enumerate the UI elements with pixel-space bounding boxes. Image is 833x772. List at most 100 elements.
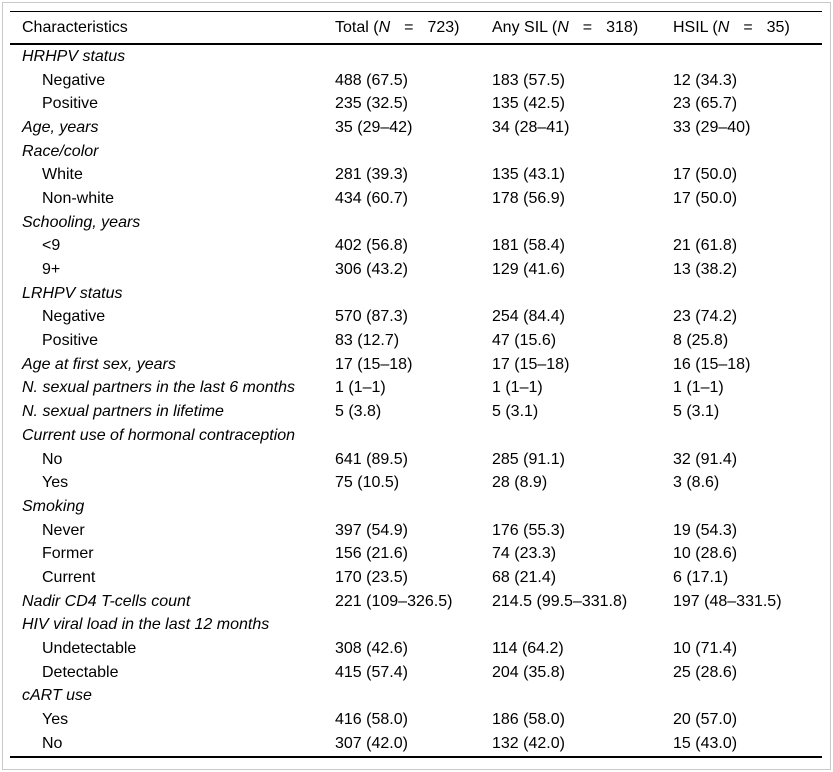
row-label: Negative [42,71,106,89]
cell-hsil: 16 (15–18) [673,355,751,373]
table-row: Age, years 35 (29–42) 34 (28–41) 33 (29–40) [10,116,822,140]
table-row: Smoking [10,495,822,519]
cell-hsil: 19 (54.3) [673,521,738,539]
row-label: Age at first sex, years [22,355,176,373]
cell-any-sil: 214.5 (99.5–331.8) [492,592,628,610]
cell-hsil: 10 (28.6) [673,545,738,563]
cell-any-sil: 129 (41.6) [492,261,565,279]
cell-any-sil [492,140,673,164]
row-label: Non-white [42,189,115,207]
cell-total [335,424,492,448]
cell-total: 221 (109–326.5) [335,592,453,610]
table-body: HRHPV status Negative 488 (67.5) 183 (57.5)… [10,44,822,757]
cell-hsil: 33 (29–40) [673,118,751,136]
row-label: Yes [42,474,69,492]
cell-hsil: 3 (8.6) [673,474,720,492]
cell-hsil: 32 (91.4) [673,450,738,468]
row-label: Nadir CD4 T-cells count [22,592,191,610]
cell-any-sil: 181 (58.4) [492,237,565,255]
cell-total [335,495,492,519]
cell-any-sil: 68 (21.4) [492,568,557,586]
row-label: Race/color [22,142,99,160]
row-label: <9 [42,237,61,255]
cell-total: 488 (67.5) [335,71,408,89]
header-hsil-equals: = [743,18,753,36]
table-row: <9 402 (56.8) 181 (58.4) 21 (61.8) [10,235,822,259]
characteristics-table: Characteristics Total (N = 723) Any SIL (N… [10,11,822,758]
cell-hsil: 197 (48–331.5) [673,592,782,610]
cell-hsil [673,685,822,709]
cell-any-sil [492,685,673,709]
cell-hsil [673,140,822,164]
cell-total [335,282,492,306]
row-label: Current use of hormonal contraception [22,426,296,444]
cell-hsil: 17 (50.0) [673,166,738,184]
cell-any-sil: 135 (43.1) [492,166,565,184]
cell-total: 235 (32.5) [335,95,408,113]
table-row: HIV viral load in the last 12 months [10,614,822,638]
cell-hsil: 12 (34.3) [673,71,738,89]
cell-hsil: 23 (65.7) [673,95,738,113]
cell-total: 83 (12.7) [335,332,400,350]
row-label: LRHPV status [22,284,123,302]
header-hsil-n: N [717,18,730,36]
header-total-n: N [378,18,391,36]
cell-hsil [673,44,822,69]
cell-total: 35 (29–42) [335,118,413,136]
column-header-total: Total (N = 723) [335,12,492,45]
cell-total: 397 (54.9) [335,521,408,539]
header-any-sil-equals: = [582,18,593,36]
row-label: cART use [22,687,92,705]
cell-total: 170 (23.5) [335,568,408,586]
cell-any-sil: 17 (15–18) [492,355,570,373]
header-any-sil-count: 318) [606,18,639,36]
column-header-any-sil: Any SIL (N = 318) [492,12,673,45]
table-row: Non-white 434 (60.7) 178 (56.9) 17 (50.0) [10,187,822,211]
cell-hsil: 13 (38.2) [673,261,738,279]
table-row: Current 170 (23.5) 68 (21.4) 6 (17.1) [10,566,822,590]
table-row: Race/color [10,140,822,164]
header-total-count: 723) [427,18,460,36]
header-any-sil-pre: Any SIL ( [492,18,558,36]
cell-total [335,614,492,638]
cell-any-sil: 74 (23.3) [492,545,557,563]
cell-hsil: 10 (71.4) [673,640,738,658]
table-row: No 641 (89.5) 285 (91.1) 32 (91.4) [10,448,822,472]
header-row: Characteristics Total (N = 723) Any SIL (N… [10,12,822,45]
row-label: N. sexual partners in the last 6 months [22,379,296,397]
table-row: Age at first sex, years 17 (15–18) 17 (15–… [10,353,822,377]
header-hsil-pre: HSIL ( [673,18,718,36]
cell-hsil: 25 (28.6) [673,663,738,681]
cell-any-sil: 28 (8.9) [492,474,548,492]
row-label: White [42,166,83,184]
cell-any-sil: 254 (84.4) [492,308,565,326]
cell-hsil: 17 (50.0) [673,189,738,207]
cell-hsil: 21 (61.8) [673,237,738,255]
cell-total [335,211,492,235]
cell-total: 281 (39.3) [335,166,408,184]
table-row: Negative 488 (67.5) 183 (57.5) 12 (34.3) [10,69,822,93]
row-label: Current [42,568,96,586]
table-header: Characteristics Total (N = 723) Any SIL (N… [10,11,822,45]
cell-total [335,44,492,69]
cell-total [335,685,492,709]
cell-hsil: 23 (74.2) [673,308,738,326]
row-label: Yes [42,711,69,729]
cell-total: 75 (10.5) [335,474,400,492]
cell-any-sil: 178 (56.9) [492,189,565,207]
row-label: Undetectable [42,640,137,658]
row-label: Former [42,545,94,563]
row-label: No [42,734,63,752]
table-row: Nadir CD4 T-cells count 221 (109–326.5) 21… [10,590,822,614]
cell-any-sil: 183 (57.5) [492,71,565,89]
header-hsil-count: 35) [766,18,790,36]
cell-any-sil [492,614,673,638]
cell-total: 307 (42.0) [335,734,408,752]
cell-hsil [673,211,822,235]
cell-any-sil [492,424,673,448]
table-row: Yes 75 (10.5) 28 (8.9) 3 (8.6) [10,471,822,495]
cell-total: 1 (1–1) [335,379,386,397]
cell-any-sil [492,44,673,69]
cell-hsil [673,282,822,306]
row-label: Age, years [22,118,99,136]
